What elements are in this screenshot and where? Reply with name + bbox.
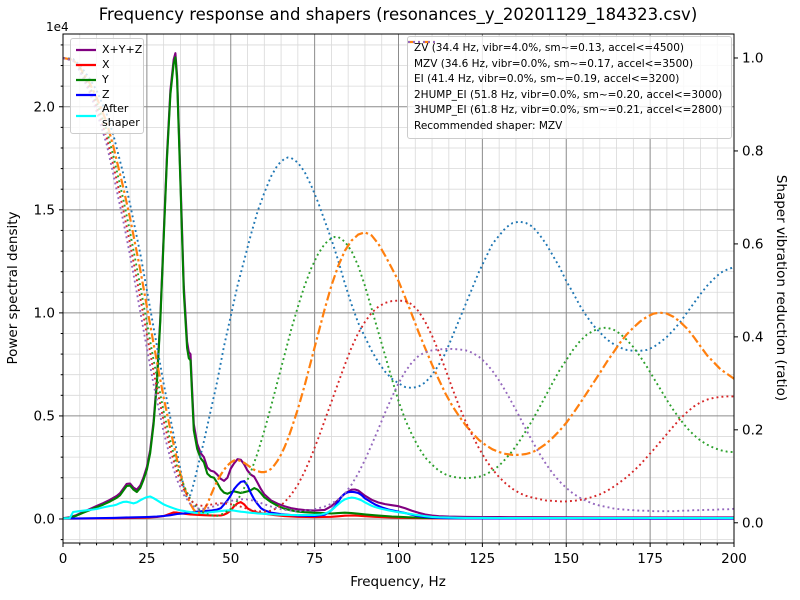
legend-shapers: ZV (34.4 Hz, vibr=4.0%, sm~=0.13, accel<… — [407, 36, 732, 139]
y-left-tick-label: 0.0 — [34, 511, 55, 527]
legend-label: EI (41.4 Hz, vibr=0.0%, sm~=0.19, accel<… — [414, 73, 680, 85]
legend-item-xyz: X+Y+Z — [76, 42, 142, 57]
y-left-tick-label: 1.0 — [34, 305, 55, 321]
line-sample-after-shaper — [76, 114, 96, 118]
line-sample-z — [76, 93, 96, 96]
y-left-tick-label: 2.0 — [34, 99, 55, 115]
legend-label: X+Y+Z — [102, 43, 143, 56]
legend-label: ZV (34.4 Hz, vibr=4.0%, sm~=0.13, accel<… — [414, 42, 684, 54]
y-right-axis-label: Shaper vibration reduction (ratio) — [773, 175, 789, 401]
legend-item-ei: EI (41.4 Hz, vibr=0.0%, sm~=0.19, accel<… — [408, 41, 725, 88]
legend-footer-recommended: Recommended shaper: MZV — [414, 119, 725, 135]
line-sample-3hump-ei — [408, 41, 438, 43]
y-right-tick-label: 0.2 — [742, 422, 763, 438]
curve-after_shaper — [63, 495, 734, 520]
line-sample-y — [76, 78, 96, 81]
legend-label: After shaper — [102, 102, 140, 129]
plot-area: 0 25 50 75 100 125 150 175 200 0.0 0.5 1.0 1.5 2.0 0.0… — [34, 33, 763, 567]
y-right-tick-label: 1.0 — [742, 50, 763, 66]
x-tick-label: 200 — [721, 551, 747, 567]
legend-label: Y — [102, 73, 109, 86]
recommended-shaper-text: Recommended shaper: MZV — [414, 119, 563, 132]
x-axis-label: Frequency, Hz — [350, 574, 446, 590]
x-tick-label: 100 — [386, 551, 412, 567]
legend-item-2hump-ei: 2HUMP_EI (51.8 Hz, vibr=0.0%, sm~=0.20, … — [408, 41, 725, 104]
legend-item-z: Z — [76, 87, 138, 102]
legend-label: MZV (34.6 Hz, vibr=0.0%, sm~=0.17, accel… — [414, 57, 694, 70]
y-right-tick-label: 0.6 — [742, 236, 763, 252]
curve-mzv — [63, 56, 734, 514]
legend-item-zv: ZV (34.4 Hz, vibr=4.0%, sm~=0.13, accel<… — [408, 41, 725, 57]
legend-item-3hump-ei: 3HUMP_EI (61.8 Hz, vibr=0.0%, sm~=0.21, … — [408, 41, 725, 119]
empty-sample — [408, 37, 438, 47]
curve-y — [63, 56, 734, 520]
line-sample-x — [76, 63, 96, 66]
legend-label: 2HUMP_EI (51.8 Hz, vibr=0.0%, sm~=0.20, … — [414, 88, 723, 101]
chart-title: Frequency response and shapers (resonanc… — [99, 5, 698, 25]
y-right-tick-label: 0.4 — [742, 329, 763, 345]
y-right-tick-label: 0.0 — [742, 515, 763, 531]
legend-item-mzv: MZV (34.6 Hz, vibr=0.0%, sm~=0.17, accel… — [408, 40, 725, 73]
x-tick-label: 0 — [59, 551, 68, 567]
legend-item-y: Y — [76, 72, 138, 87]
legend-item-x: X — [76, 57, 138, 72]
line-sample-xyz — [76, 48, 96, 51]
legend-label: 3HUMP_EI (61.8 Hz, vibr=0.0%, sm~=0.21, … — [414, 104, 723, 116]
curve-zv — [63, 57, 734, 499]
x-tick-label: 75 — [306, 551, 323, 567]
y-left-tick-label: 1.5 — [34, 202, 55, 218]
curve-2hump_ei — [63, 57, 734, 513]
legend-label: Z — [102, 88, 110, 101]
y-left-offset-text: 1e4 — [46, 20, 69, 34]
legend-item-after-shaper: After shaper — [76, 102, 140, 130]
y-left-tick-label: 0.5 — [34, 408, 55, 424]
legend-label: X — [102, 58, 110, 71]
x-tick-label: 50 — [222, 551, 239, 567]
legend-psd: X+Y+Z X Y Z After shaper — [70, 38, 144, 134]
x-tick-label: 150 — [553, 551, 579, 567]
y-left-axis-label: Power spectral density — [5, 211, 21, 364]
x-tick-label: 175 — [637, 551, 663, 567]
x-tick-label: 25 — [138, 551, 155, 567]
x-tick-label: 125 — [469, 551, 495, 567]
y-right-tick-label: 0.8 — [742, 143, 763, 159]
